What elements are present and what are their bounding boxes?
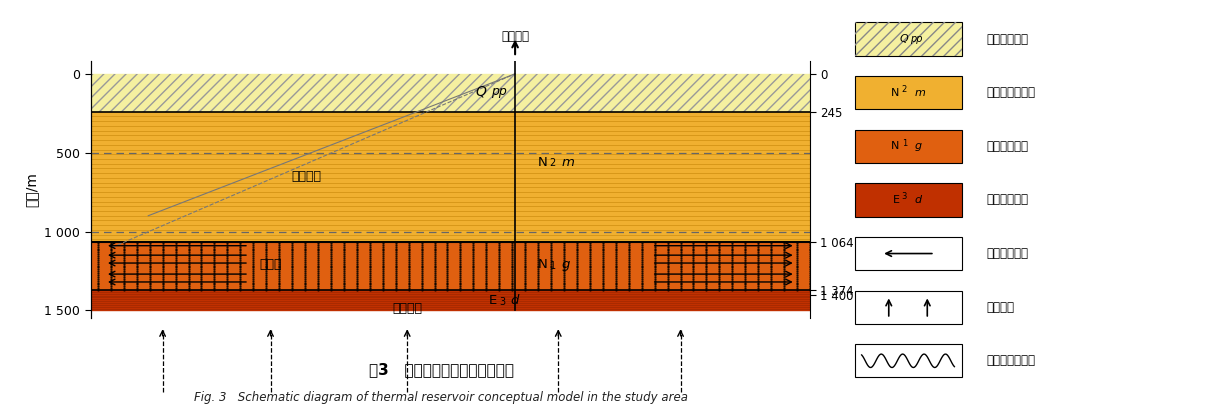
Text: 热储底板: 热储底板 (392, 302, 422, 315)
Bar (855, 76, 961, 109)
Text: 3: 3 (499, 297, 505, 307)
Text: m: m (914, 88, 925, 98)
Text: g: g (562, 258, 571, 271)
Text: N: N (891, 141, 899, 151)
Text: 图3   研究区热储概念模型示意图: 图3 研究区热储概念模型示意图 (369, 362, 514, 377)
Text: 不整合地质界线: 不整合地质界线 (987, 354, 1035, 367)
Text: 2: 2 (902, 85, 907, 94)
Text: 热储层: 热储层 (259, 258, 282, 271)
Text: pp: pp (910, 34, 922, 44)
Bar (855, 130, 961, 163)
Text: Fig. 3   Schematic diagram of thermal reservoir conceptual model in the study ar: Fig. 3 Schematic diagram of thermal rese… (195, 391, 688, 404)
Text: 新近系明化镇组: 新近系明化镇组 (987, 86, 1035, 99)
Bar (855, 183, 961, 217)
Text: N: N (891, 88, 899, 98)
Text: 人工排泄: 人工排泄 (501, 30, 530, 43)
Text: 新近系馆陶组: 新近系馆陶组 (987, 140, 1029, 153)
Text: 侧向补给水源: 侧向补给水源 (987, 247, 1029, 260)
Text: m: m (562, 155, 574, 169)
Bar (855, 344, 961, 377)
Text: E: E (488, 295, 497, 307)
Text: 2: 2 (550, 158, 556, 168)
Text: 3: 3 (902, 193, 907, 202)
Text: N: N (538, 155, 548, 169)
Bar (91, 74, 810, 113)
Bar (855, 22, 961, 55)
Bar (855, 22, 961, 55)
Text: Q: Q (475, 85, 486, 99)
Text: pp: pp (491, 85, 507, 98)
Text: d: d (510, 295, 519, 307)
Text: 大地热流: 大地热流 (987, 301, 1014, 314)
Text: 古近系东营组: 古近系东营组 (987, 193, 1029, 206)
Text: 热储盖层: 热储盖层 (291, 170, 322, 183)
Y-axis label: 深度/m: 深度/m (25, 172, 39, 207)
Text: 1: 1 (550, 261, 556, 271)
Text: 1: 1 (902, 139, 907, 148)
Text: d: d (914, 195, 921, 205)
Text: N: N (538, 258, 548, 271)
Text: Q: Q (899, 34, 908, 44)
Bar (855, 237, 961, 270)
Text: 第四系平原组: 第四系平原组 (987, 33, 1029, 46)
Text: E: E (892, 195, 899, 205)
Bar (855, 290, 961, 324)
Text: g: g (914, 141, 921, 151)
